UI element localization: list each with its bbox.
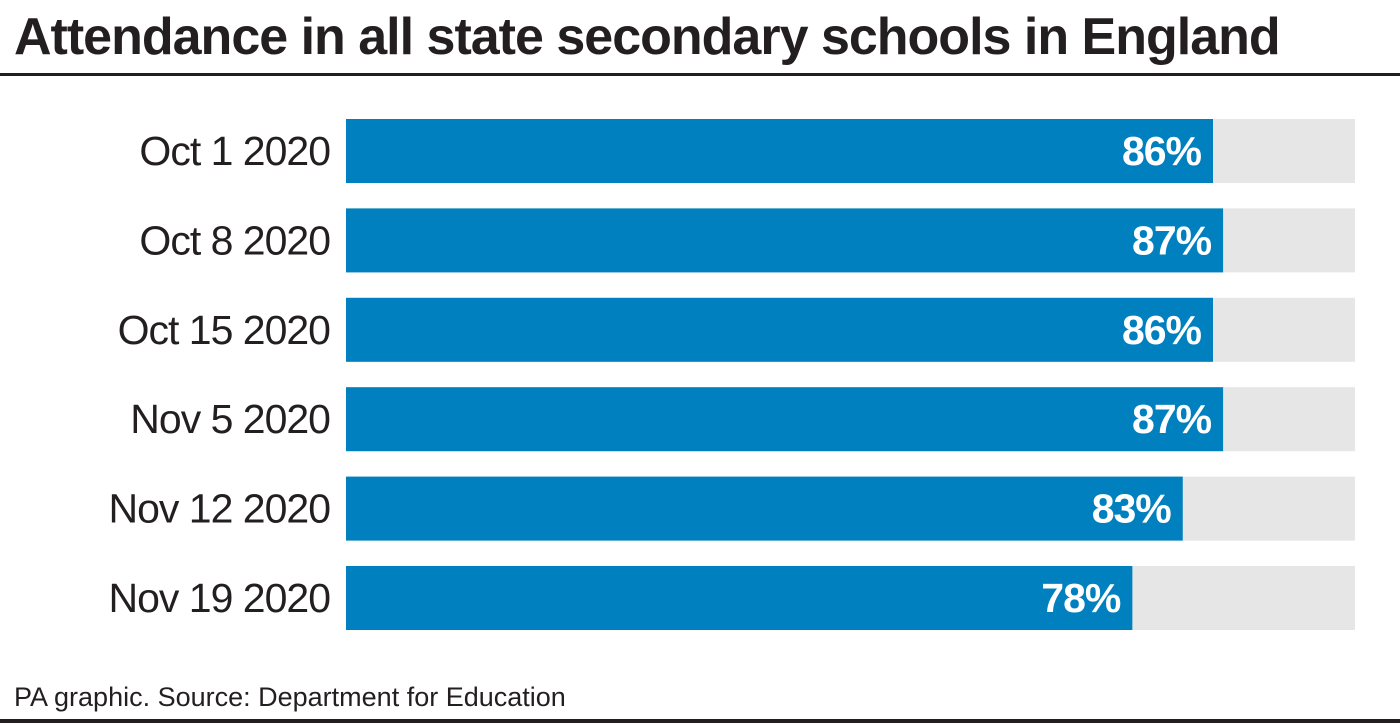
value-label: 78% [1041,575,1121,621]
category-label: Nov 19 2020 [108,575,330,621]
bar [346,387,1224,452]
bar [346,476,1183,541]
bar [346,297,1213,362]
bar-chart: Oct 1 2020 86% Oct 8 2020 87% Oct 15 2020 86%… [108,119,1355,630]
value-label: 87% [1132,217,1212,263]
category-label: Oct 1 2020 [139,128,330,174]
bar [346,566,1133,630]
value-label: 83% [1092,486,1172,532]
value-label: 86% [1122,128,1202,174]
bar [346,208,1224,273]
bar [346,119,1213,183]
category-label: Oct 8 2020 [139,217,330,263]
value-label: 87% [1132,396,1212,442]
value-label: 86% [1122,307,1202,353]
top-divider [0,73,1400,76]
category-label: Nov 5 2020 [130,396,330,442]
category-label: Oct 15 2020 [118,307,331,353]
bottom-divider [0,719,1400,723]
category-label: Nov 12 2020 [108,486,330,532]
source-note: PA graphic. Source: Department for Educa… [14,682,566,712]
chart-title: Attendance in all state secondary school… [14,8,1281,66]
